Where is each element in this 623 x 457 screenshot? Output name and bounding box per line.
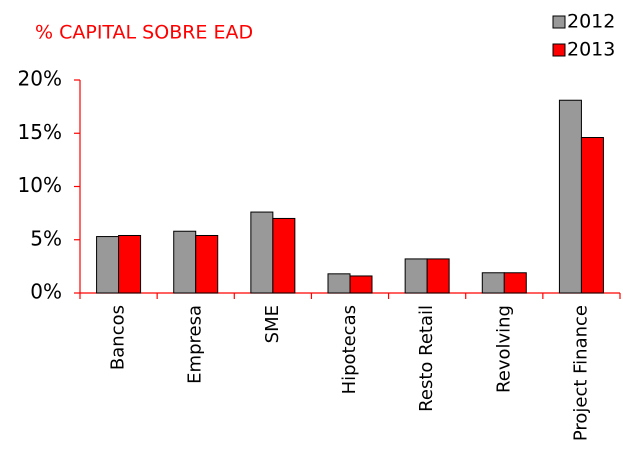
x-tick-label: Hipotecas — [339, 305, 360, 394]
y-tick-label: 0% — [30, 280, 62, 304]
y-tick-label: 10% — [18, 173, 62, 197]
legend-swatch — [552, 43, 566, 57]
legend-swatch — [552, 15, 566, 29]
bar — [118, 234, 142, 294]
y-tick-label: 20% — [18, 67, 62, 91]
bar — [349, 275, 373, 294]
x-tick-label: Empresa — [185, 305, 206, 384]
bar — [580, 137, 604, 294]
bar — [481, 272, 505, 294]
x-tick-label: Revolving — [493, 305, 514, 393]
bar — [250, 211, 274, 294]
x-tick-label: SME — [262, 305, 283, 343]
bar — [503, 272, 527, 294]
bar — [558, 99, 582, 294]
bar — [96, 236, 120, 294]
legend-label: 2013 — [567, 39, 615, 61]
x-tick-label: Resto Retail — [416, 305, 437, 412]
legend-label: 2012 — [567, 11, 615, 33]
bar — [404, 258, 428, 294]
x-tick-label: Project Finance — [570, 305, 591, 441]
bar — [195, 234, 219, 294]
bar — [173, 230, 197, 294]
y-tick-label: 15% — [18, 120, 62, 144]
x-tick-label: Bancos — [108, 305, 129, 370]
y-tick-label: 5% — [30, 226, 62, 250]
bar — [426, 258, 450, 294]
bar — [327, 273, 351, 294]
chart-title: % CAPITAL SOBRE EAD — [35, 22, 253, 44]
bar — [272, 217, 296, 294]
